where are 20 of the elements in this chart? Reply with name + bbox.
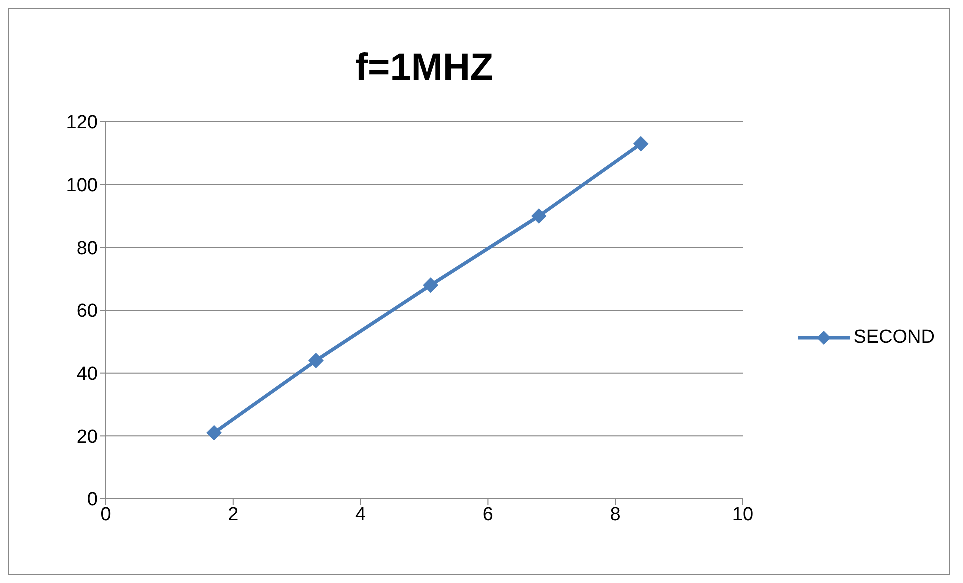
y-tick-label: 20 <box>76 426 98 448</box>
x-tick-label: 8 <box>610 504 621 526</box>
y-tick-label: 40 <box>76 364 98 386</box>
legend-label: SECOND <box>854 327 935 349</box>
point <box>206 426 222 441</box>
point <box>532 208 547 224</box>
y-tick-label: 0 <box>87 490 98 511</box>
x-tick-label: 10 <box>732 504 754 526</box>
x-tick-label: 2 <box>228 504 239 526</box>
point <box>634 136 649 152</box>
x-tick-label: 6 <box>482 504 494 526</box>
y-tick-label: 100 <box>66 176 98 197</box>
y-tick-label: 80 <box>76 238 98 260</box>
y-tick-label: 120 <box>66 112 98 134</box>
x-tick-label: 0 <box>100 504 112 526</box>
y-tick-label: 60 <box>76 301 98 322</box>
point <box>308 353 324 368</box>
point <box>423 278 438 293</box>
x-tick-label: 4 <box>356 504 367 526</box>
chart-title: f=1MHZ <box>354 47 495 90</box>
